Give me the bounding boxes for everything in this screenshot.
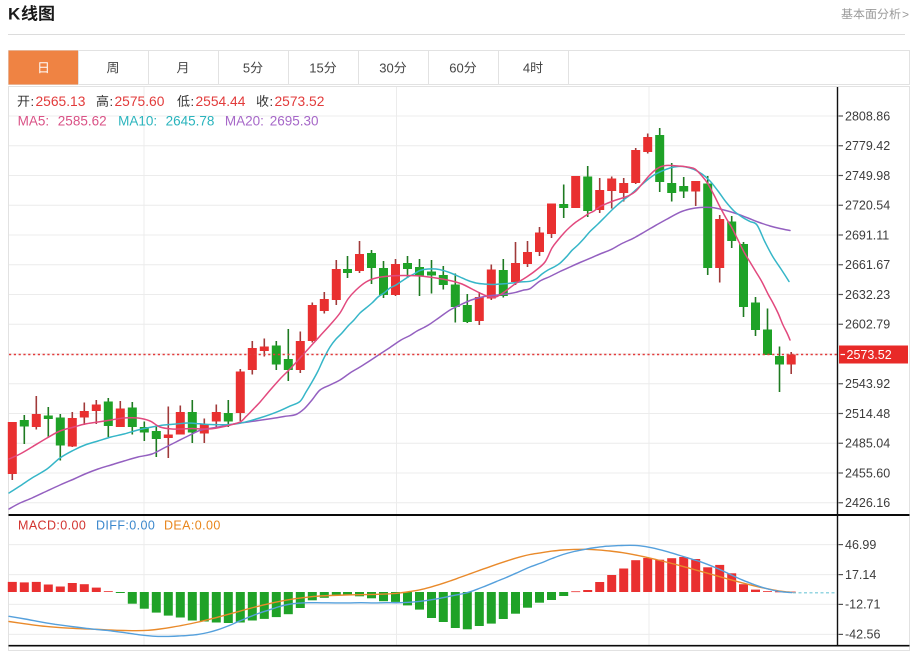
svg-text:2565.13: 2565.13 [36, 94, 86, 109]
svg-text::: : [110, 94, 114, 109]
svg-text:15: 15 [309, 60, 323, 75]
svg-text:2455.60: 2455.60 [845, 466, 890, 480]
svg-text:2585.62: 2585.62 [58, 114, 107, 129]
svg-text:2543.92: 2543.92 [845, 377, 890, 391]
svg-text:MA5:: MA5: [18, 114, 50, 129]
svg-text:2426.16: 2426.16 [845, 496, 890, 510]
svg-text:MA10:: MA10: [118, 114, 157, 129]
svg-text:2661.67: 2661.67 [845, 258, 890, 272]
svg-text:2573.52: 2573.52 [847, 348, 892, 362]
svg-text:-12.71: -12.71 [845, 598, 880, 612]
svg-text:>: > [902, 7, 909, 21]
svg-text:2645.78: 2645.78 [166, 114, 215, 129]
svg-text:2602.79: 2602.79 [845, 318, 890, 332]
svg-text::: : [270, 94, 274, 109]
svg-text:MA20:: MA20: [225, 114, 264, 129]
svg-text::: : [31, 94, 35, 109]
svg-text::: : [191, 94, 195, 109]
svg-text:DIFF:0.00: DIFF:0.00 [96, 519, 155, 533]
svg-text:46.99: 46.99 [845, 538, 876, 552]
svg-text:2485.04: 2485.04 [845, 437, 890, 451]
svg-text:K: K [8, 5, 21, 24]
svg-text:5: 5 [243, 60, 250, 75]
svg-text:30: 30 [379, 60, 393, 75]
svg-text:2749.98: 2749.98 [845, 169, 890, 183]
svg-text:17.14: 17.14 [845, 568, 876, 582]
svg-text:2632.23: 2632.23 [845, 288, 890, 302]
svg-text:4: 4 [523, 60, 530, 75]
svg-text:-42.56: -42.56 [845, 628, 880, 642]
svg-text:2573.52: 2573.52 [275, 94, 325, 109]
svg-text:60: 60 [449, 60, 463, 75]
svg-text:2779.42: 2779.42 [845, 139, 890, 153]
svg-text:DEA:0.00: DEA:0.00 [164, 519, 221, 533]
svg-text:MACD:0.00: MACD:0.00 [18, 519, 86, 533]
svg-text:2808.86: 2808.86 [845, 109, 890, 123]
svg-text:2720.54: 2720.54 [845, 199, 890, 213]
svg-text:2695.30: 2695.30 [270, 114, 319, 129]
svg-text:2514.48: 2514.48 [845, 407, 890, 421]
svg-text:2575.60: 2575.60 [115, 94, 165, 109]
svg-text:2554.44: 2554.44 [196, 94, 246, 109]
svg-text:2691.11: 2691.11 [845, 228, 889, 242]
